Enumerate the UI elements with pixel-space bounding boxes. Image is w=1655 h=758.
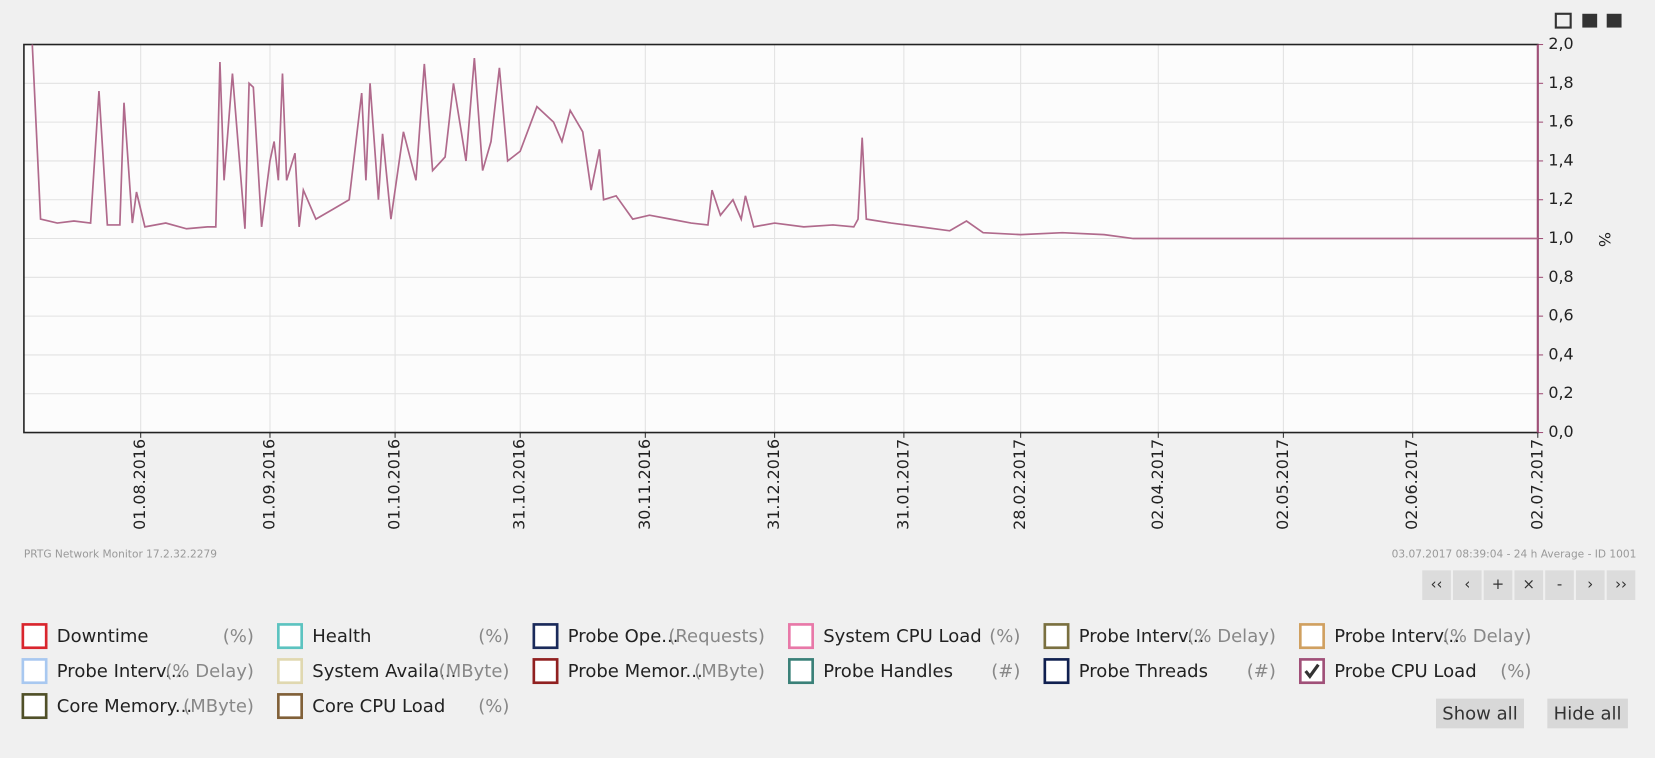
y-tick-label: 0,8 xyxy=(1548,267,1573,286)
legend-unit[interactable]: (Requests) xyxy=(668,626,765,647)
nav-button[interactable] xyxy=(1422,570,1451,601)
y-tick-label: 0,0 xyxy=(1548,422,1573,441)
y-tick-label: 0,2 xyxy=(1548,383,1573,402)
x-tick-label: 02.05.2017 xyxy=(1273,439,1292,530)
legend-checkbox[interactable] xyxy=(1043,658,1070,685)
x-tick-label: 01.09.2016 xyxy=(259,439,278,530)
nav-button[interactable] xyxy=(1483,570,1513,601)
legend-unit[interactable]: (MByte) xyxy=(439,661,510,682)
legend-checkbox[interactable] xyxy=(1298,623,1325,650)
x-tick-label: 31.01.2017 xyxy=(893,439,912,530)
legend-name[interactable]: System Availa... xyxy=(312,661,456,682)
y-tick-label: 1,6 xyxy=(1548,112,1573,131)
legend-checkbox[interactable] xyxy=(788,623,814,650)
y-tick-label: 1,8 xyxy=(1548,73,1573,92)
y-tick-label: 1,0 xyxy=(1548,228,1573,247)
legend-unit[interactable]: (%) xyxy=(478,626,509,647)
legend-name[interactable]: Core Memory... xyxy=(57,696,192,717)
toolbar-icons[interactable] xyxy=(1554,12,1622,29)
nav-button-label[interactable]: ‹ xyxy=(1464,576,1470,593)
legend-name[interactable]: Probe Handles xyxy=(823,661,953,682)
legend-unit[interactable]: (%) xyxy=(478,696,509,717)
x-tick-label: 02.04.2017 xyxy=(1148,439,1167,530)
nav-button-label[interactable]: ›› xyxy=(1615,576,1627,593)
nav-button-label[interactable]: × xyxy=(1523,576,1535,593)
y-tick-label: 1,2 xyxy=(1548,189,1573,208)
action-button[interactable] xyxy=(1436,698,1525,729)
legend-name[interactable]: Probe Threads xyxy=(1079,661,1208,682)
checkmark[interactable] xyxy=(1304,663,1320,679)
legend-name[interactable]: System CPU Load xyxy=(823,626,981,647)
action-button-label[interactable]: Hide all xyxy=(1554,704,1622,725)
legend-name[interactable]: Probe Interv... xyxy=(57,661,183,682)
y-axis-label: % xyxy=(1595,232,1614,247)
legend-name[interactable]: Downtime xyxy=(57,626,149,647)
x-tick-label: 31.12.2016 xyxy=(764,439,783,530)
legend-unit[interactable]: (%) xyxy=(223,626,254,647)
nav-button-label[interactable]: ‹‹ xyxy=(1431,576,1443,593)
nav-button-label[interactable]: › xyxy=(1587,576,1593,593)
nav-button[interactable] xyxy=(1545,570,1574,601)
x-tick-label: 31.10.2016 xyxy=(510,439,529,530)
data-line xyxy=(31,44,1538,240)
legend-checkbox[interactable] xyxy=(788,658,814,685)
legend-unit[interactable]: (% Delay) xyxy=(1443,626,1532,647)
nav-button-label[interactable]: - xyxy=(1557,576,1562,593)
legend-checkbox[interactable] xyxy=(1043,623,1070,650)
legend-unit[interactable]: (MByte) xyxy=(183,696,254,717)
legend-checkbox[interactable] xyxy=(532,658,559,685)
legend-unit[interactable]: (#) xyxy=(991,661,1020,682)
x-tick-label: 28.02.2017 xyxy=(1010,439,1029,530)
legend-unit[interactable]: (MByte) xyxy=(694,661,765,682)
x-tick-label: 01.10.2016 xyxy=(385,439,404,530)
legend-checkbox[interactable] xyxy=(532,623,559,650)
legend-unit[interactable]: (%) xyxy=(989,626,1020,647)
legend-unit[interactable]: (%) xyxy=(1500,661,1531,682)
nav-button[interactable] xyxy=(1514,570,1544,601)
x-tick-label: 30.11.2016 xyxy=(635,439,654,530)
y-tick-label: 0,6 xyxy=(1548,306,1573,325)
legend-unit[interactable]: (#) xyxy=(1247,661,1276,682)
action-button[interactable] xyxy=(1547,698,1628,729)
legend-name[interactable]: Probe Interv... xyxy=(1079,626,1205,647)
legend-unit[interactable]: (% Delay) xyxy=(165,661,254,682)
nav-button-label[interactable]: + xyxy=(1492,576,1504,593)
legend-name[interactable]: Probe CPU Load xyxy=(1334,661,1476,682)
legend-unit[interactable]: (% Delay) xyxy=(1187,626,1276,647)
x-tick-label: 02.07.2017 xyxy=(1527,439,1546,530)
footer-right: 03.07.2017 08:39:04 - 24 h Average - ID … xyxy=(1392,548,1637,560)
legend-name[interactable]: Probe Memor... xyxy=(568,661,703,682)
legend-checkbox[interactable] xyxy=(277,623,303,650)
legend-name[interactable]: Core CPU Load xyxy=(312,696,445,717)
legend-checkbox[interactable] xyxy=(21,658,48,685)
x-tick-label: 02.06.2017 xyxy=(1402,439,1421,530)
action-button-label[interactable]: Show all xyxy=(1442,704,1517,725)
nav-button[interactable] xyxy=(1575,570,1605,601)
nav-button[interactable] xyxy=(1452,570,1482,601)
legend-name[interactable]: Probe Ope... xyxy=(568,626,679,647)
legend-checkbox[interactable] xyxy=(277,658,303,685)
legend-name[interactable]: Health xyxy=(312,626,371,647)
y-tick-label: 2,0 xyxy=(1548,34,1573,53)
legend-checkbox[interactable] xyxy=(21,623,48,650)
legend-checkbox[interactable] xyxy=(21,693,48,720)
nav-button[interactable] xyxy=(1606,570,1636,601)
x-tick-label: 01.08.2016 xyxy=(130,439,149,530)
y-tick-label: 0,4 xyxy=(1548,344,1573,363)
footer-left: PRTG Network Monitor 17.2.32.2279 xyxy=(24,548,217,560)
legend-name[interactable]: Probe Interv... xyxy=(1334,626,1460,647)
y-tick-label: 1,4 xyxy=(1548,150,1573,169)
legend-checkbox[interactable] xyxy=(277,693,303,720)
